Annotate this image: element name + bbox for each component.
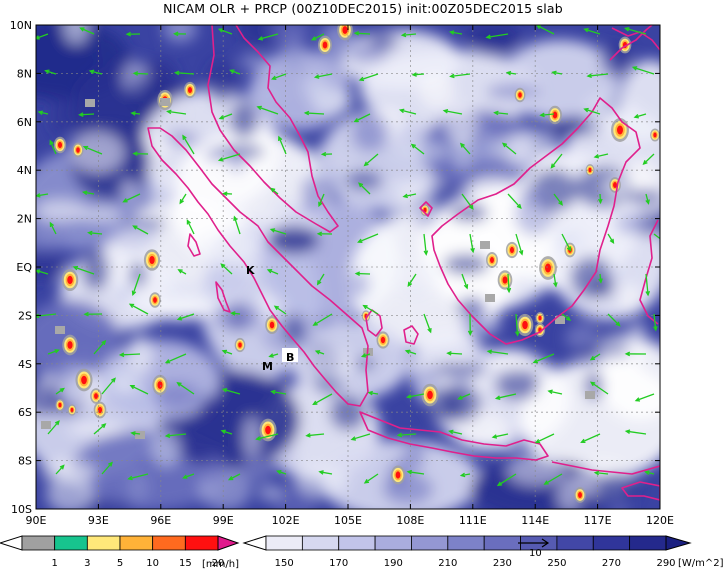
lon-label-105e: 105E [334, 514, 362, 527]
precip-legend-label: 20 [212, 558, 225, 569]
olr-unit-label: [W/m^2] [678, 558, 724, 569]
olr-legend-label: 290 [656, 558, 675, 569]
olr-legend-label: 270 [602, 558, 621, 569]
precip-legend-swatch [184, 535, 219, 551]
lon-label-108e: 108E [396, 514, 424, 527]
lat-label-2s: 2S [18, 309, 32, 322]
precip-legend-arrow-left [0, 535, 23, 551]
lon-label-117e: 117E [584, 514, 612, 527]
olr-legend-swatch [592, 535, 631, 551]
reference-vector-label: 10 [529, 548, 542, 559]
place-label-b-box [282, 348, 298, 362]
lat-label-6s: 6S [18, 406, 32, 419]
latitude-labels: 10N 8N 6N 4N 2N EQ 2S 4S 6S 8S 10S [10, 19, 33, 516]
olr-legend-label: 150 [275, 558, 294, 569]
lat-label-6n: 6N [17, 116, 32, 129]
precip-legend-swatch [54, 535, 88, 551]
precip-legend-label: 10 [146, 558, 159, 569]
coastline-malay-peninsula [207, 25, 339, 233]
coastline-bali-lombok [551, 461, 660, 475]
lat-label-4n: 4N [17, 164, 32, 177]
lon-label-111e: 111E [459, 514, 487, 527]
place-label-m: M [262, 360, 273, 373]
olr-legend-swatch [556, 535, 594, 551]
lon-label-99e: 99E [213, 514, 234, 527]
precip-legend-arrow-right [217, 535, 240, 551]
olr-legend-label: 230 [493, 558, 512, 569]
precip-unit-label: [mm/h] [202, 559, 239, 570]
lat-label-8s: 8S [18, 455, 32, 468]
precip-legend-swatch [86, 535, 121, 551]
lon-label-90e: 90E [26, 514, 47, 527]
olr-legend-swatch [301, 535, 340, 551]
olr-legend-swatch [374, 535, 412, 551]
coastline-nusa-tenggara [621, 481, 660, 501]
lon-label-102e: 102E [272, 514, 300, 527]
olr-legend-arrow-left [242, 535, 267, 551]
olr-legend-label: 210 [438, 558, 457, 569]
precip-legend-label: 5 [117, 558, 123, 569]
olr-legend: 150 170 190 210 230 250 270 290 10 [W/m^2] [242, 535, 724, 569]
map-title: NICAM OLR + PRCP (00Z10DEC2015) init:00Z… [163, 1, 563, 16]
coastline-nias [187, 233, 201, 257]
coastlines [147, 25, 660, 501]
map-panel: 10N 8N 6N 4N 2N EQ 2S 4S 6S 8S 10S 90E 93E 96E 99E 102… [10, 19, 674, 527]
olr-field [36, 25, 660, 509]
olr-legend-label: 250 [547, 558, 566, 569]
place-label-k: K [246, 264, 255, 277]
olr-legend-swatch [411, 535, 449, 551]
axis-ticks [35, 24, 661, 510]
precip-cells [41, 25, 660, 503]
lat-label-10s: 10S [11, 503, 32, 516]
lon-label-120e: 120E [646, 514, 674, 527]
precip-legend-swatch [152, 535, 186, 551]
coastline-mentawai [215, 281, 231, 313]
place-label-b: B [286, 351, 294, 364]
wind-vectors [36, 25, 660, 487]
lat-label-4s: 4S [18, 358, 32, 371]
coastline-philippines [609, 25, 653, 61]
lat-label-8n: 8N [17, 67, 32, 80]
lat-label-10n: 10N [10, 19, 32, 32]
olr-legend-label: 190 [384, 558, 403, 569]
longitude-labels: 90E 93E 96E 99E 102E 105E 108E 111E 114E 117E 120E [26, 514, 674, 527]
olr-legend-swatch [483, 535, 521, 551]
precip-legend: 1 3 5 10 15 20 [mm/h] [0, 535, 240, 570]
lon-label-114e: 114E [521, 514, 549, 527]
precip-legend-label: 3 [84, 558, 90, 569]
coastline-natuna [419, 201, 433, 217]
olr-legend-swatch [447, 535, 485, 551]
coastline-borneo [431, 97, 641, 345]
coastline-java [359, 411, 549, 461]
lat-label-eq: EQ [16, 261, 32, 274]
olr-legend-label: 170 [329, 558, 348, 569]
olr-legend-swatch [338, 535, 376, 551]
coastline-sumatra [147, 127, 369, 407]
precip-legend-swatch [119, 535, 154, 551]
olr-legend-swatch [265, 535, 303, 551]
coastline-belitung [403, 325, 419, 345]
precip-legend-label: 1 [51, 558, 57, 569]
precip-legend-label: 15 [179, 558, 192, 569]
olr-legend-swatch [629, 535, 667, 551]
precip-legend-swatch [21, 535, 56, 551]
lat-label-2n: 2N [17, 213, 32, 226]
lon-label-96e: 96E [150, 514, 171, 527]
reference-vector: 10 [518, 538, 550, 559]
lon-label-93e: 93E [88, 514, 109, 527]
olr-legend-arrow-right [665, 535, 692, 551]
